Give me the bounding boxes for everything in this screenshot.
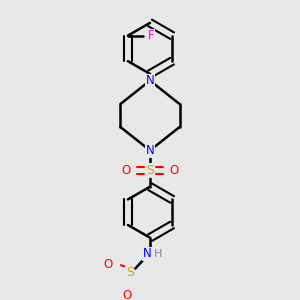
Text: O: O — [121, 164, 130, 177]
Text: O: O — [122, 289, 132, 300]
Text: N: N — [143, 247, 152, 260]
Text: N: N — [146, 74, 154, 87]
Text: O: O — [169, 164, 179, 177]
Text: O: O — [104, 258, 113, 271]
Text: N: N — [146, 144, 154, 157]
Text: F: F — [147, 29, 154, 42]
Text: S: S — [146, 164, 154, 177]
Text: H: H — [154, 249, 162, 259]
Text: S: S — [126, 266, 134, 279]
